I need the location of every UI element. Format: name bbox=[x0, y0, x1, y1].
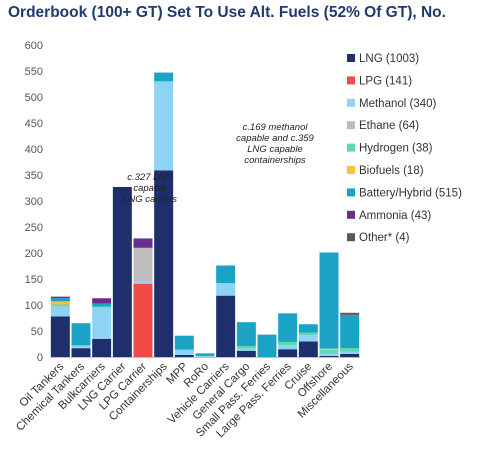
bar-segment-miscellaneous-methanol bbox=[340, 351, 360, 354]
bar-segment-roro-methanol bbox=[195, 355, 215, 357]
bar-segment-cruise-hydrogen bbox=[298, 332, 318, 336]
bar-segment-lpg-carrier-methanol bbox=[133, 281, 153, 284]
legend-swatch bbox=[347, 166, 355, 174]
bar-segment-oil-tankers-methanol bbox=[50, 306, 70, 317]
bar-segment-bulkcarriers-batteryhybrid bbox=[92, 303, 112, 307]
legend-label: Ethane (64) bbox=[359, 120, 419, 132]
bar-segment-cruise-methanol bbox=[298, 335, 318, 342]
bar-segment-miscellaneous-batteryhybrid bbox=[340, 314, 360, 349]
bar-segment-oil-tankers-biofuels bbox=[50, 301, 70, 305]
legend-label: Other* (4) bbox=[359, 232, 410, 244]
bar-segment-oil-tankers-lng bbox=[50, 316, 70, 357]
bar-segment-vehicle-carriers-methanol bbox=[216, 283, 236, 296]
legend-label: Biofuels (18) bbox=[359, 165, 424, 177]
bar-segment-lpg-carrier-lpg bbox=[133, 283, 153, 357]
bar-segment-general-cargo-lng bbox=[236, 350, 256, 357]
bar-segment-general-cargo-methanol bbox=[236, 348, 256, 351]
legend-swatch bbox=[347, 143, 355, 152]
bar-segment-lpg-carrier-ammonia bbox=[133, 238, 153, 248]
y-tick-label: 400 bbox=[25, 144, 43, 156]
y-tick-label: 0 bbox=[37, 352, 43, 364]
y-tick-label: 550 bbox=[25, 66, 43, 78]
legend-swatch bbox=[347, 98, 355, 107]
bar-segment-offshore-batteryhybrid bbox=[319, 252, 339, 349]
bar-segment-vehicle-carriers-lng bbox=[216, 295, 236, 357]
y-tick-label: 600 bbox=[25, 40, 43, 52]
bar-segment-cruise-batteryhybrid bbox=[298, 324, 318, 333]
y-tick-label: 150 bbox=[25, 274, 43, 286]
bar-segment-cruise-lng bbox=[298, 341, 318, 357]
bar-segment-bulkcarriers-ammonia bbox=[92, 298, 112, 304]
legend-label: Battery/Hybrid (515) bbox=[359, 187, 462, 199]
y-tick-label: 50 bbox=[31, 326, 43, 338]
legend-label: Ammonia (43) bbox=[359, 210, 431, 222]
legend-label: LNG (1003) bbox=[359, 53, 419, 65]
bar-segment-oil-tankers-hydrogen bbox=[50, 304, 70, 307]
bar-segment-containerships-methanol bbox=[154, 81, 174, 171]
bar-segment-chemical-tankers-hydrogen bbox=[71, 345, 91, 347]
y-tick-label: 300 bbox=[25, 196, 43, 208]
bar-segment-small-pass-ferries-batteryhybrid bbox=[257, 334, 277, 357]
bar-segment-large-pass-ferries-batteryhybrid bbox=[278, 313, 298, 342]
bar-segment-miscellaneous-other bbox=[340, 312, 360, 315]
bar-segment-chemical-tankers-methanol bbox=[71, 346, 91, 349]
y-tick-label: 500 bbox=[25, 92, 43, 104]
legend-label: Hydrogen (38) bbox=[359, 143, 433, 155]
y-tick-label: 100 bbox=[25, 300, 43, 312]
legend-swatch bbox=[347, 233, 355, 242]
legend-swatch bbox=[347, 188, 355, 197]
legend-label: LPG (141) bbox=[359, 75, 412, 87]
bar-segment-bulkcarriers-lng bbox=[92, 338, 112, 357]
bar-segment-large-pass-ferries-lng bbox=[278, 349, 298, 357]
bar-segment-large-pass-ferries-methanol bbox=[278, 345, 298, 350]
chart-title: Orderbook (100+ GT) Set To Use Alt. Fuel… bbox=[8, 4, 446, 21]
y-tick-label: 350 bbox=[25, 170, 43, 182]
bar-segment-general-cargo-batteryhybrid bbox=[236, 322, 256, 347]
bar-segment-mpp-lng bbox=[174, 354, 194, 357]
bar-segment-bulkcarriers-hydrogen bbox=[92, 306, 112, 308]
bar-segment-offshore-hydrogen bbox=[319, 349, 339, 354]
bar-segment-oil-tankers-batteryhybrid bbox=[50, 298, 70, 302]
bar-segment-mpp-batteryhybrid bbox=[174, 335, 194, 350]
annotation-2: c.169 methanol capable and c.359 LNG capab… bbox=[236, 122, 314, 166]
bar-segment-offshore-methanol bbox=[319, 353, 339, 356]
bar-segment-offshore-lng bbox=[319, 355, 339, 357]
legend-swatch bbox=[347, 121, 355, 130]
bar-segment-mpp-methanol bbox=[174, 349, 194, 355]
bar-segment-offshore-biofuels bbox=[319, 348, 339, 350]
bar-segment-oil-tankers-ammonia bbox=[50, 296, 70, 299]
legend-swatch bbox=[347, 54, 355, 62]
bar-segment-general-cargo-hydrogen bbox=[236, 346, 256, 349]
bar-segment-lpg-carrier-ethane bbox=[133, 247, 153, 282]
bar-segment-chemical-tankers-lng bbox=[71, 348, 91, 357]
bar-segment-bulkcarriers-methanol bbox=[92, 307, 112, 339]
y-tick-label: 450 bbox=[25, 118, 43, 130]
legend-label: Methanol (340) bbox=[359, 98, 437, 110]
bar-segment-miscellaneous-lng bbox=[340, 353, 360, 357]
bar-segment-vehicle-carriers-batteryhybrid bbox=[216, 265, 236, 284]
bar-segment-miscellaneous-hydrogen bbox=[340, 348, 360, 352]
bar-segment-chemical-tankers-batteryhybrid bbox=[71, 323, 91, 346]
bar-segment-containerships-lng bbox=[154, 170, 174, 357]
y-tick-label: 250 bbox=[25, 222, 43, 234]
bar-segment-containerships-batteryhybrid bbox=[154, 72, 174, 82]
bar-segment-roro-batteryhybrid bbox=[195, 353, 215, 356]
legend-swatch bbox=[347, 76, 355, 85]
bar-segment-lng-carrier-lng bbox=[112, 186, 132, 357]
annotation-1: c.327 LNG capable LNG carriers bbox=[123, 172, 177, 205]
y-tick-label: 200 bbox=[25, 248, 43, 260]
legend-swatch bbox=[347, 210, 355, 219]
bar-segment-large-pass-ferries-hydrogen bbox=[278, 341, 298, 346]
